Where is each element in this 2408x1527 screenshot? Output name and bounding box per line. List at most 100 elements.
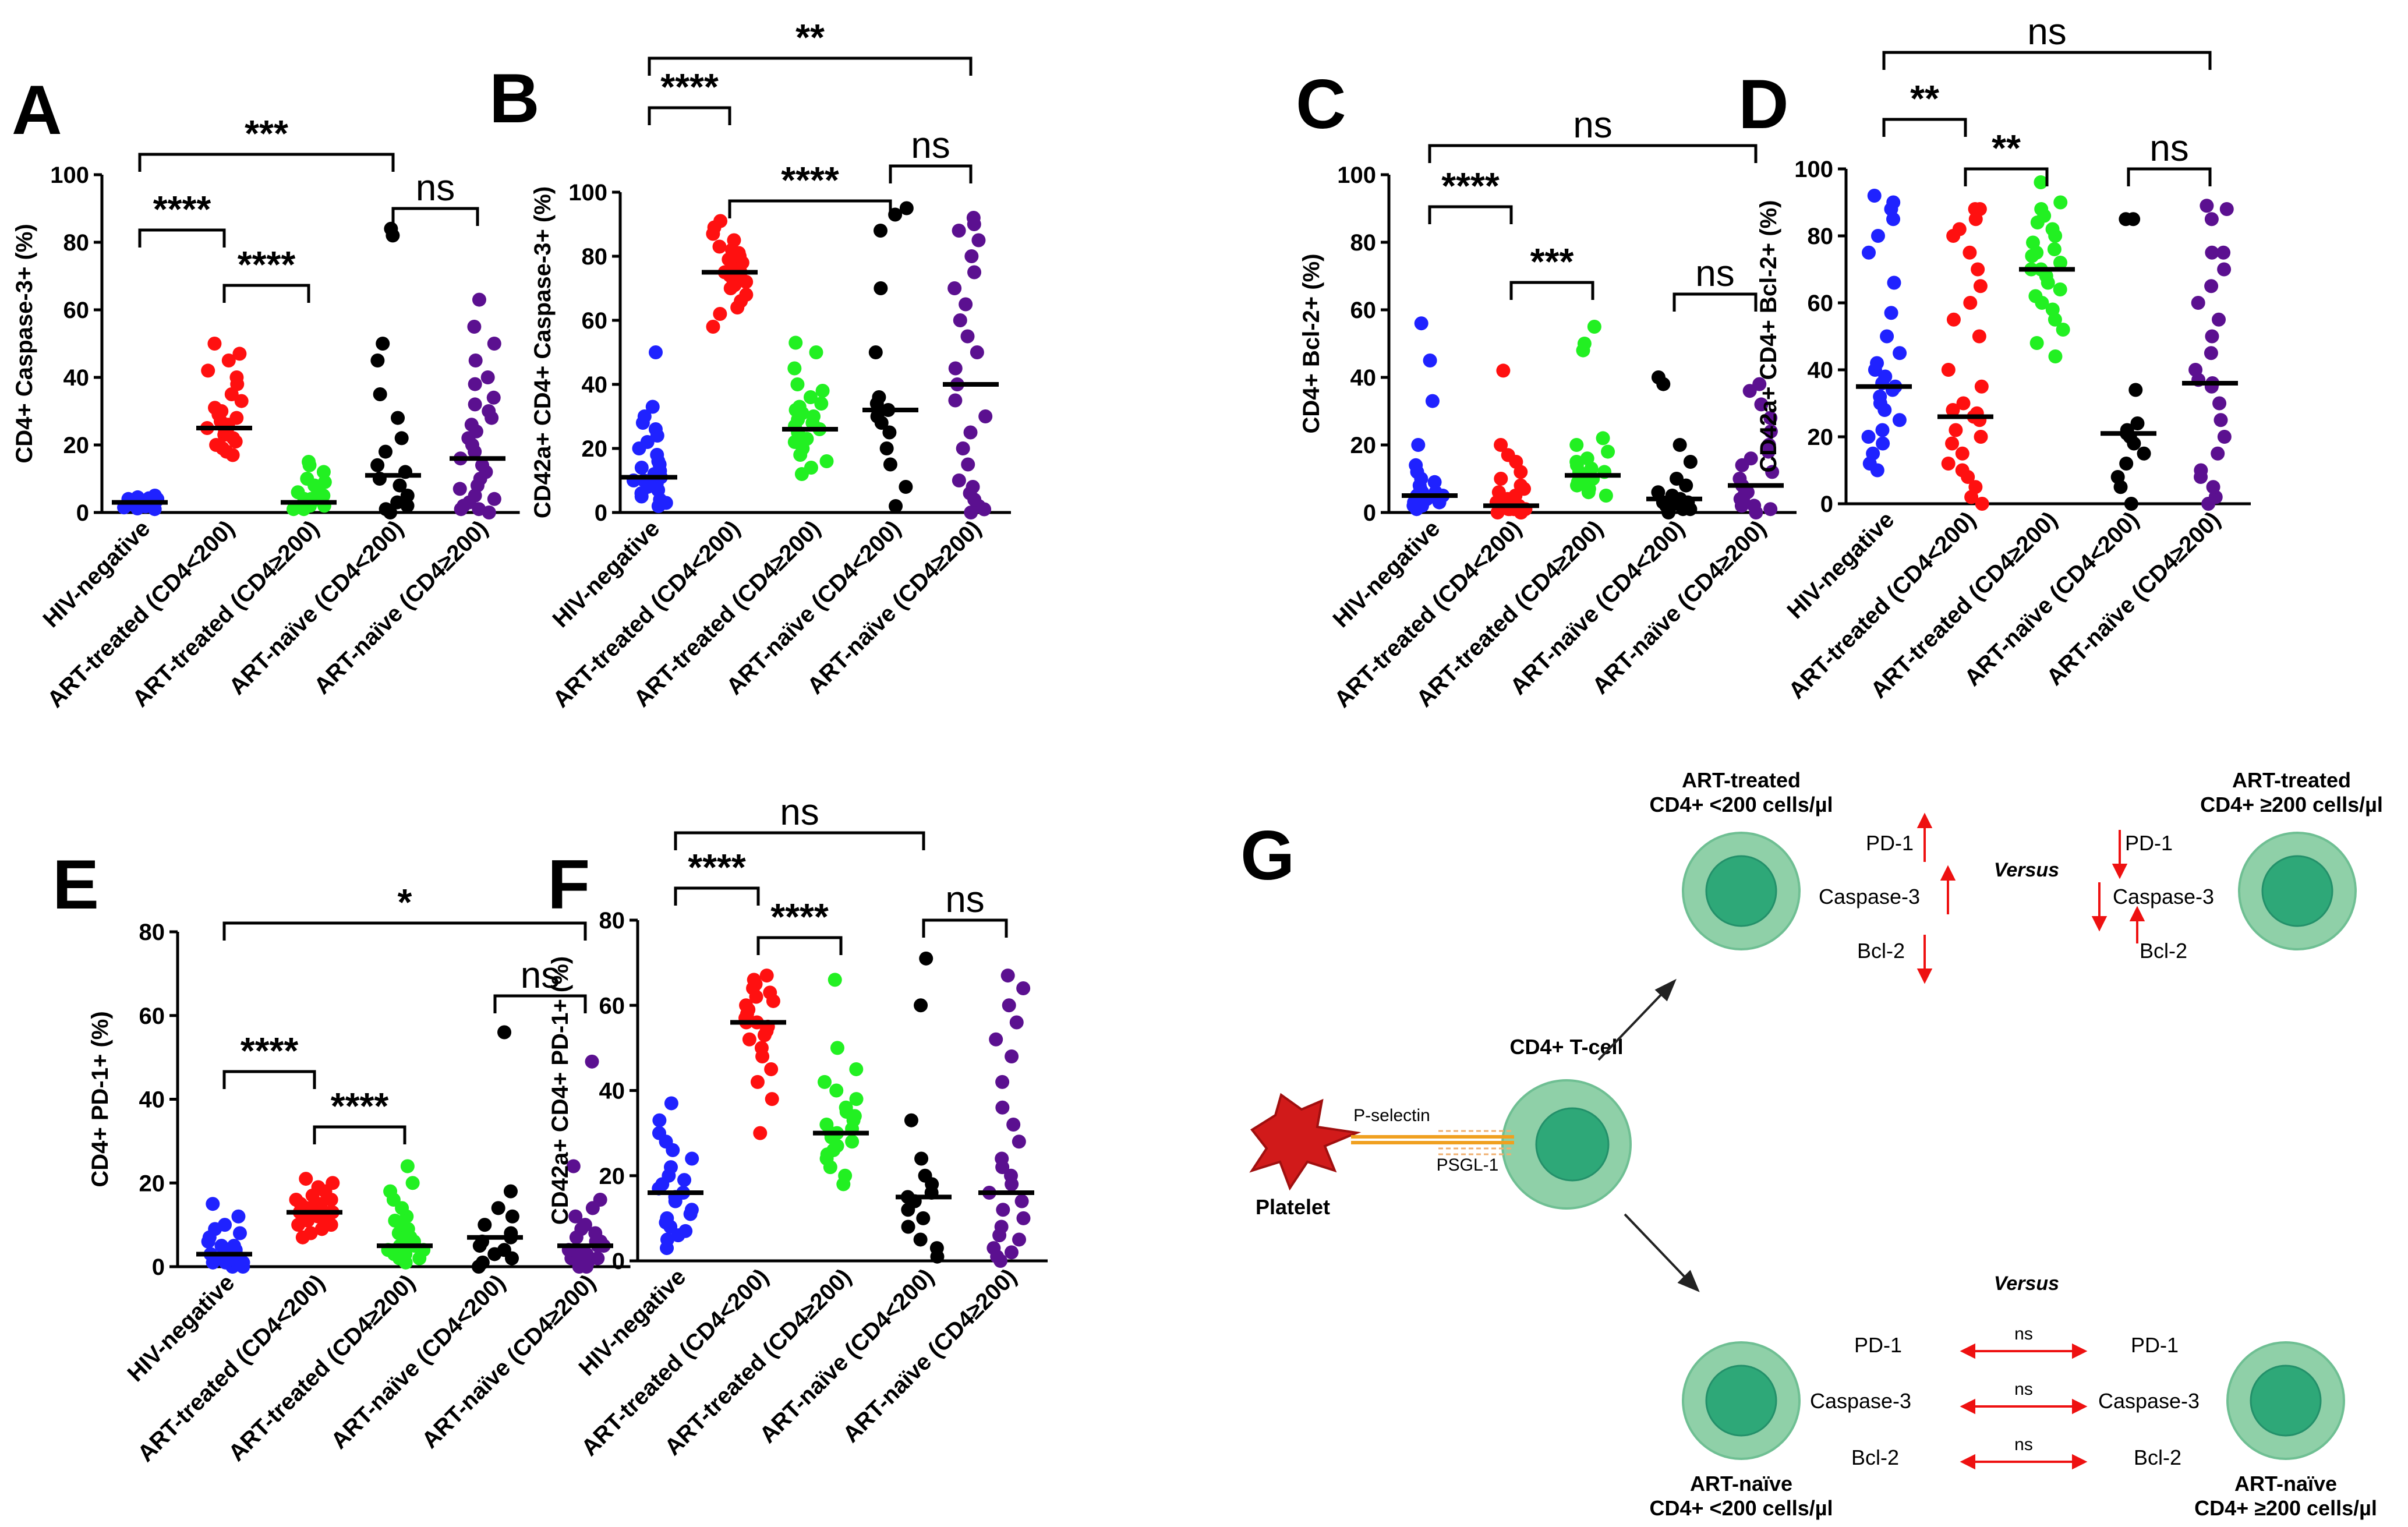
series-1: [1937, 202, 1993, 511]
platelet-label: Platelet: [1256, 1195, 1330, 1219]
data-point: [764, 1062, 779, 1076]
bracket-line: [1428, 144, 1758, 163]
data-point: [1763, 502, 1778, 517]
series-4: [978, 968, 1034, 1268]
data-point: [1580, 451, 1594, 466]
data-point: [815, 384, 830, 398]
data-point: [1569, 438, 1584, 452]
series-2: [813, 973, 869, 1192]
data-point: [879, 441, 894, 455]
br-marker-pd1: PD-1: [2131, 1333, 2179, 1357]
series-0: [1856, 189, 1912, 478]
platelet-icon: [1249, 1093, 1362, 1191]
data-point: [2048, 349, 2063, 363]
data-point: [2213, 413, 2228, 427]
data-point: [590, 1251, 605, 1266]
data-point: [316, 465, 331, 479]
data-point: [1862, 245, 1876, 260]
data-point: [1873, 390, 1887, 404]
data-point: [803, 390, 818, 404]
data-point: [664, 1096, 678, 1111]
significance-label: **: [795, 16, 825, 58]
significance-label: ns: [416, 167, 455, 208]
data-point: [1409, 458, 1423, 472]
data-point: [913, 1232, 928, 1247]
data-point: [2119, 457, 2134, 471]
series-1: [287, 1172, 342, 1245]
data-point: [817, 1074, 832, 1089]
data-point: [788, 335, 803, 350]
data-point: [291, 485, 305, 500]
significance-label: ****: [241, 1030, 299, 1072]
diagram-panel-g: G ART-treated CD4+ <200 cells/µl PD-1 Ca…: [1240, 768, 2383, 1520]
data-point: [2206, 480, 2220, 494]
data-point: [326, 1176, 340, 1190]
y-tick-label: 0: [152, 1254, 165, 1280]
data-point: [2204, 279, 2219, 294]
data-point: [765, 1092, 779, 1107]
significance-label: ****: [331, 1085, 389, 1127]
data-point: [1016, 981, 1031, 995]
series-1: [702, 214, 758, 334]
cell-art-treated-high: [2238, 832, 2357, 950]
data-point: [383, 1184, 398, 1199]
data-point: [1012, 1232, 1027, 1247]
panel-label-d: D: [1738, 65, 1789, 143]
series-3: [896, 951, 952, 1264]
significance-bracket: ****: [138, 188, 226, 248]
data-point: [231, 1209, 246, 1224]
data-point: [889, 499, 903, 513]
significance-bracket: ns: [1672, 252, 1758, 312]
data-point: [747, 973, 761, 987]
bracket-line: [222, 921, 587, 941]
data-point: [2053, 282, 2067, 296]
bracket-line: [138, 153, 395, 172]
data-point: [482, 404, 496, 418]
data-point: [706, 320, 720, 334]
y-axis-title: CD4+ Bcl-2+ (%): [1299, 254, 1324, 434]
y-tick-label: 100: [1794, 157, 1833, 182]
significance-bracket: ns: [1428, 104, 1758, 163]
series-1: [1483, 363, 1539, 519]
y-tick-label: 20: [599, 1164, 625, 1189]
series-1: [196, 337, 252, 462]
bracket-line: [674, 831, 925, 850]
data-point: [1514, 478, 1528, 493]
data-point: [750, 1074, 765, 1089]
data-point: [400, 1159, 415, 1173]
data-point: [953, 313, 967, 327]
significance-label: ****: [688, 846, 746, 888]
series-0: [1402, 316, 1458, 517]
data-point: [830, 1041, 844, 1055]
data-point: [206, 1197, 220, 1211]
significance-label: ns: [1573, 104, 1613, 146]
data-point: [497, 1243, 511, 1257]
data-point: [464, 418, 479, 432]
data-point: [952, 473, 966, 487]
data-point: [2212, 396, 2227, 411]
series-0: [112, 489, 168, 517]
x-category-label: ART-naïve (CD4≥200): [417, 1270, 600, 1453]
series-3: [365, 221, 421, 519]
significance-bracket: ns: [889, 124, 973, 183]
data-point: [1945, 436, 1960, 451]
bracket-line: [2127, 167, 2212, 186]
y-tick-label: 20: [1350, 433, 1377, 458]
significance-label: *: [398, 881, 412, 923]
data-point: [790, 377, 805, 391]
data-point: [384, 221, 398, 236]
data-point: [1501, 448, 1515, 462]
data-point: [874, 281, 888, 295]
data-point: [685, 1151, 699, 1166]
bottom-left-title-2: CD4+ <200 cells/µl: [1650, 1496, 1833, 1520]
bracket-line: [648, 106, 731, 125]
data-point: [739, 288, 754, 302]
data-point: [648, 345, 663, 359]
significance-bracket: ns: [391, 167, 479, 226]
data-point: [727, 233, 741, 248]
bracket-line: [1964, 167, 2049, 186]
data-point: [650, 448, 664, 462]
data-point: [2029, 336, 2044, 350]
